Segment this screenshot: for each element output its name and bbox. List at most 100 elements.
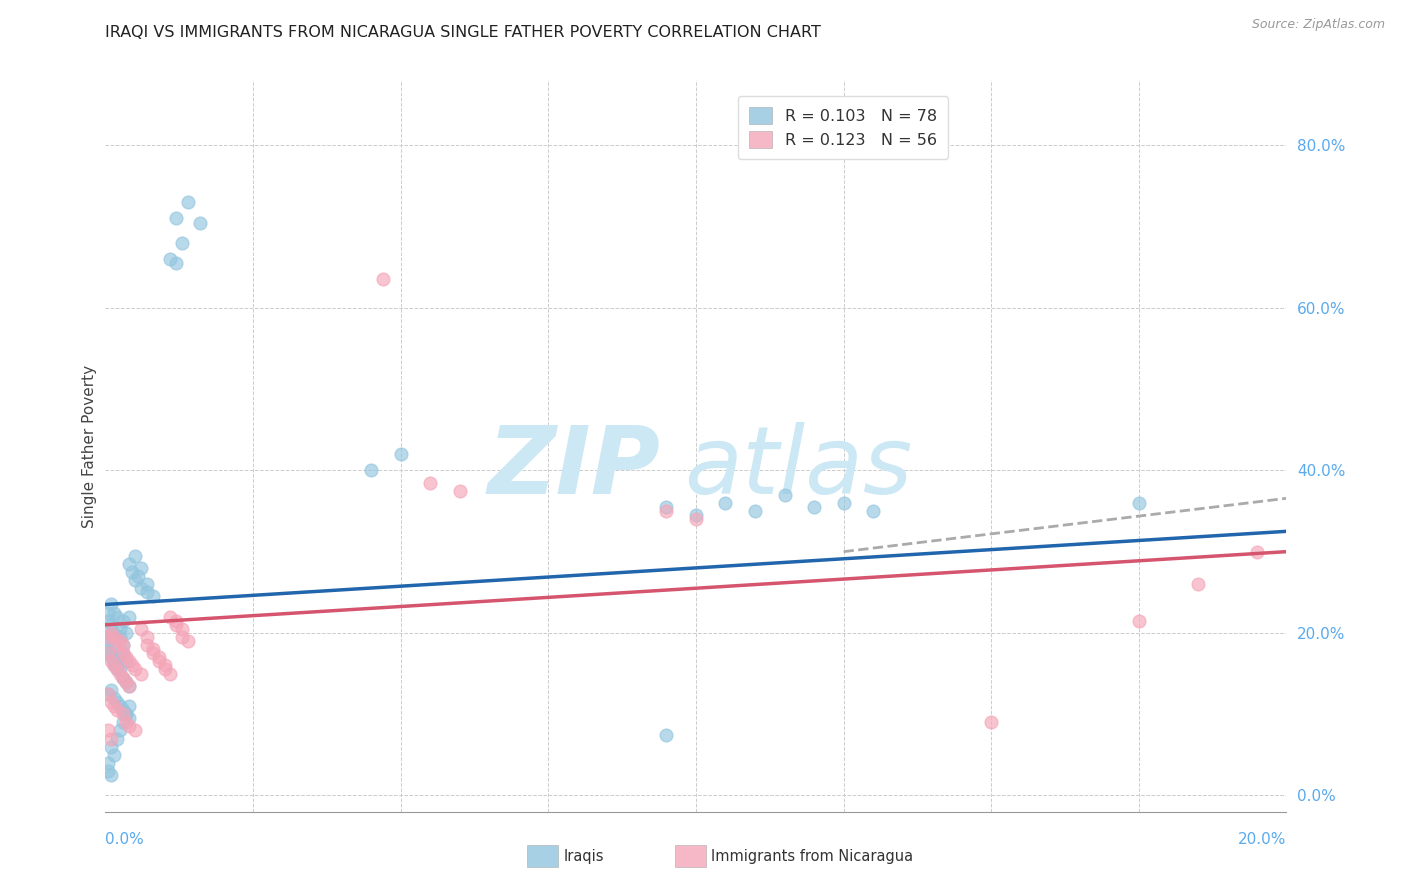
Point [159,666,181,681]
Point [135,577,157,591]
Point [142,642,165,657]
Point [97,756,120,770]
Point [1246,544,1268,558]
Point [115,654,138,668]
Point [100,654,122,668]
Point [148,650,170,665]
Point [105,638,128,652]
Point [115,715,138,730]
Point [110,666,132,681]
Point [97,614,120,628]
Point [100,617,122,632]
Point [100,598,122,612]
Point [685,512,707,526]
Point [773,488,796,502]
Point [110,630,132,644]
Point [112,646,135,660]
Point [685,508,707,522]
Point [129,561,152,575]
Point [103,699,125,714]
Point [105,731,128,746]
Point [419,475,441,490]
Point [105,695,128,709]
Point [153,663,176,677]
Point [110,634,132,648]
Point [142,590,165,604]
Point [832,496,855,510]
Point [172,622,194,636]
Point [124,723,146,738]
Point [165,617,187,632]
Point [165,256,187,270]
Point [112,614,135,628]
Text: atlas: atlas [685,423,912,514]
Point [159,252,181,266]
Point [118,679,141,693]
Point [115,707,138,722]
Point [100,682,122,697]
Point [165,211,187,226]
Point [112,703,135,717]
Point [121,565,143,579]
Point [97,630,120,644]
Point [97,606,120,620]
Point [1128,496,1150,510]
Point [127,569,149,583]
Point [172,630,194,644]
Y-axis label: Single Father Poverty: Single Father Poverty [82,365,97,527]
Point [449,483,471,498]
Point [177,634,200,648]
Point [118,679,141,693]
Point [980,715,1002,730]
Point [135,585,157,599]
Text: IRAQI VS IMMIGRANTS FROM NICARAGUA SINGLE FATHER POVERTY CORRELATION CHART: IRAQI VS IMMIGRANTS FROM NICARAGUA SINGL… [105,25,821,40]
Point [744,504,766,518]
Point [118,719,141,733]
Point [159,609,181,624]
Point [165,614,187,628]
Point [115,674,138,689]
Point [97,642,120,657]
Point [115,707,138,722]
Point [100,731,122,746]
Point [360,463,382,477]
Point [110,723,132,738]
Point [103,690,125,705]
Point [389,447,412,461]
Point [148,654,170,668]
Point [112,646,135,660]
Text: 0.0%: 0.0% [105,832,145,847]
Point [97,723,120,738]
Point [135,630,157,644]
Point [112,715,135,730]
Point [153,658,176,673]
Point [118,557,141,571]
Point [142,646,165,660]
Point [124,549,146,563]
Point [118,654,141,668]
Point [803,500,825,514]
Point [371,272,394,286]
Point [129,581,152,595]
Point [97,687,120,701]
Text: ZIP: ZIP [488,422,661,514]
Point [97,764,120,778]
Point [105,630,128,644]
Point [655,500,678,514]
Point [172,235,194,250]
Point [655,504,678,518]
Point [105,663,128,677]
Point [115,650,138,665]
Point [714,496,737,510]
Point [103,638,125,652]
Point [115,674,138,689]
Text: Immigrants from Nicaragua: Immigrants from Nicaragua [711,849,914,863]
Point [129,622,152,636]
Point [103,630,125,644]
Point [97,646,120,660]
Point [103,658,125,673]
Point [100,626,122,640]
Point [110,663,132,677]
Point [124,663,146,677]
Point [118,609,141,624]
